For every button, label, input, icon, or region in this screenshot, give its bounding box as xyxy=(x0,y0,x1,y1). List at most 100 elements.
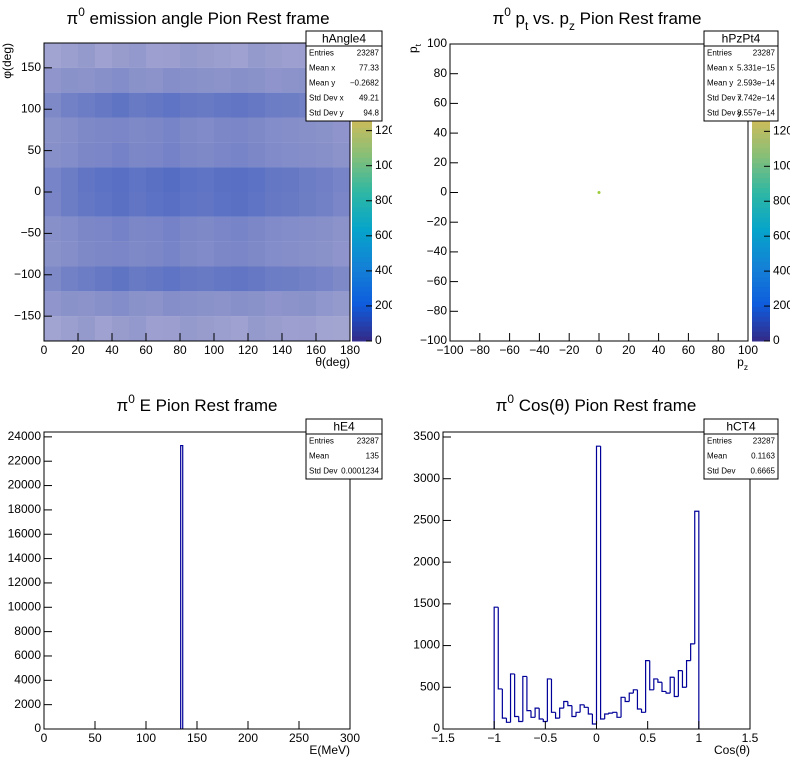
colorbar-slice xyxy=(352,296,372,302)
x-tick-label: −100 xyxy=(436,343,463,357)
pad-title: π0 E Pion Rest frame xyxy=(116,392,277,415)
colorbar-label: 1000 xyxy=(375,158,402,172)
heatmap-cell xyxy=(299,266,316,292)
heatmap-cell xyxy=(231,167,248,192)
heatmap-cell xyxy=(333,291,350,317)
heatmap-cell xyxy=(129,291,146,317)
heatmap-cell xyxy=(146,192,163,217)
colorbar-slice xyxy=(752,143,770,149)
heatmap-cell xyxy=(299,192,316,217)
heatmap-cell xyxy=(78,241,95,267)
histogram-bin xyxy=(645,659,650,713)
histogram-bin xyxy=(575,711,581,717)
heatmap-cell xyxy=(231,43,248,68)
colorbar-slice xyxy=(352,306,372,312)
stats-value: 0.0001234 xyxy=(341,467,379,476)
x-tick-label: 40 xyxy=(652,343,666,357)
heatmap-cell xyxy=(265,291,282,317)
colorbar-label: 1200 xyxy=(773,124,798,138)
y-tick-label: 500 xyxy=(420,679,440,693)
x-tick-label: 100 xyxy=(204,343,224,357)
heatmap-cell xyxy=(180,266,197,292)
stats-label: Std Dev xyxy=(309,467,337,476)
heatmap-cell xyxy=(299,316,316,341)
heatmap-cell xyxy=(44,167,61,192)
heatmap-cell xyxy=(197,167,214,192)
colorbar-slice xyxy=(752,261,770,268)
heatmap-cell xyxy=(265,167,282,192)
colorbar-label: 200 xyxy=(375,298,395,312)
x-axis-title: Cos(θ) xyxy=(714,743,750,757)
heatmap-cell xyxy=(163,266,180,292)
colorbar-slice xyxy=(352,177,372,183)
stats-value: 7.742e−14 xyxy=(737,94,776,103)
heatmap-cell xyxy=(282,67,299,93)
y-tick-label: 1000 xyxy=(413,638,440,652)
colorbar-slice xyxy=(752,192,770,198)
heatmap-cell xyxy=(265,192,282,217)
colorbar-slice xyxy=(352,201,372,208)
heatmap-cell xyxy=(95,216,112,242)
heatmap-cell xyxy=(78,216,95,242)
histogram-bin xyxy=(624,697,630,703)
heatmap-cell xyxy=(299,117,316,143)
histogram-bin xyxy=(677,670,683,697)
x-tick-label: −60 xyxy=(499,343,520,357)
heatmap-cell xyxy=(316,241,333,267)
heatmap-cell xyxy=(44,117,61,143)
histogram-bin xyxy=(542,718,548,723)
colorbar-slice xyxy=(352,251,372,258)
colorbar-slice xyxy=(352,276,372,282)
heatmap-cell xyxy=(95,167,112,192)
heatmap-cell xyxy=(265,316,282,341)
heatmap-cell xyxy=(95,92,112,118)
heatmap-cell xyxy=(333,216,350,242)
colorbar-slice xyxy=(352,122,372,128)
heatmap-cell xyxy=(44,241,61,267)
histogram-bin xyxy=(534,707,540,718)
histogram-bin xyxy=(632,689,638,694)
heatmap-cell xyxy=(282,216,299,242)
stats-label: Std Dev xyxy=(707,467,735,476)
colorbar-slice xyxy=(752,162,770,169)
heatmap-cell xyxy=(316,291,333,317)
colorbar-label: 1000 xyxy=(773,158,798,172)
stats-value: 94.8 xyxy=(363,109,379,118)
heatmap-cell xyxy=(333,316,350,341)
histogram-bin xyxy=(571,705,577,718)
colorbar-label: 1200 xyxy=(375,123,402,137)
heatmap-cell xyxy=(78,67,95,93)
stats-value: 5.331e−15 xyxy=(737,64,776,73)
heatmap-cell xyxy=(112,167,129,192)
histogram-bin xyxy=(497,607,503,690)
colorbar-slice xyxy=(752,138,770,144)
histogram-bin xyxy=(591,713,597,725)
colorbar-slice xyxy=(352,286,372,292)
colorbar-slice xyxy=(752,266,770,273)
heatmap-cell xyxy=(214,266,231,292)
colorbar-slice xyxy=(352,256,372,263)
x-tick-label: 100 xyxy=(136,731,156,745)
heatmap-cell xyxy=(61,241,78,267)
pad-title: π0 Cos(θ) Pion Rest frame xyxy=(496,392,697,415)
histogram-bin xyxy=(616,712,622,718)
stats-label: Mean xyxy=(707,452,727,461)
heatmap-cell xyxy=(112,266,129,292)
heatmap-cell xyxy=(214,167,231,192)
heatmap-cell xyxy=(163,241,180,267)
colorbar-slice xyxy=(352,321,372,327)
stats-title: hE4 xyxy=(333,420,355,434)
y-tick-label: 80 xyxy=(434,66,448,80)
y-tick-label: 0 xyxy=(34,721,41,735)
heatmap-cell xyxy=(146,67,163,93)
text-part: Cos(θ) Pion Rest frame xyxy=(514,396,696,415)
heatmap-cell xyxy=(299,216,316,242)
heatmap-cell xyxy=(44,43,61,68)
y-tick-label: 2000 xyxy=(14,697,41,711)
heatmap-cell xyxy=(231,142,248,168)
pad: −1.5 −1 −0.5 0 0.5 1 1.5 0 500 1000 1500 2000 2500 30… xyxy=(413,392,779,757)
colorbar-slice xyxy=(752,281,770,288)
heatmap-cell xyxy=(282,167,299,192)
x-tick-label: 0 xyxy=(596,343,603,357)
heatmap-cell xyxy=(333,266,350,292)
